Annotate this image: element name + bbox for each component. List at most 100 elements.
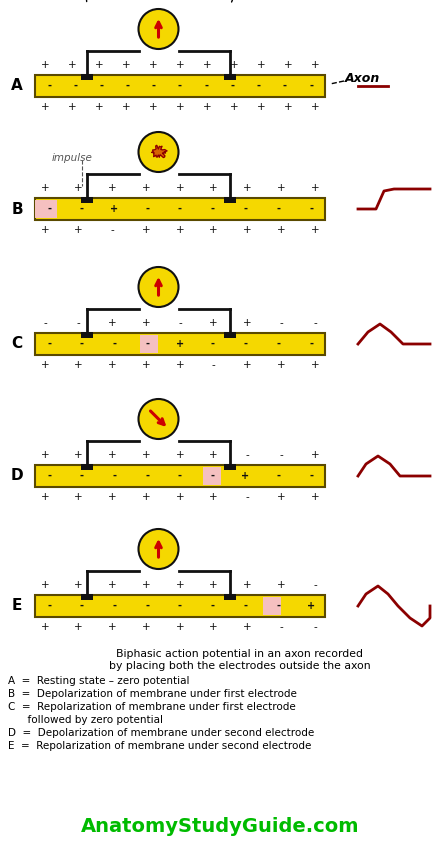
Text: -: - xyxy=(211,204,215,214)
Text: -: - xyxy=(113,339,117,349)
Text: -: - xyxy=(212,360,216,370)
Text: +: + xyxy=(149,102,158,112)
Text: +: + xyxy=(142,622,150,632)
Text: +: + xyxy=(74,580,83,590)
Text: +: + xyxy=(40,492,49,502)
Text: +: + xyxy=(95,60,103,70)
Text: +: + xyxy=(40,622,49,632)
Bar xyxy=(263,597,281,615)
Text: +: + xyxy=(242,471,249,481)
Text: AnatomyStudyGuide.com: AnatomyStudyGuide.com xyxy=(81,817,359,836)
Text: -: - xyxy=(279,318,283,328)
Text: +: + xyxy=(243,622,252,632)
Text: +: + xyxy=(176,360,184,370)
Text: +: + xyxy=(243,225,252,235)
Text: -: - xyxy=(178,81,182,91)
Text: -: - xyxy=(243,204,247,214)
Text: -: - xyxy=(113,471,117,481)
Text: -: - xyxy=(313,622,317,632)
Text: E: E xyxy=(12,598,22,614)
Text: +: + xyxy=(176,102,184,112)
Text: -: - xyxy=(178,204,182,214)
Text: +: + xyxy=(110,204,118,214)
Text: +: + xyxy=(142,492,150,502)
Text: +: + xyxy=(74,225,83,235)
Text: +: + xyxy=(230,60,238,70)
Text: +: + xyxy=(243,183,252,193)
Text: +: + xyxy=(311,450,319,460)
Text: +: + xyxy=(311,60,319,70)
Bar xyxy=(81,594,93,600)
Text: +: + xyxy=(203,102,211,112)
Text: +: + xyxy=(74,360,83,370)
Text: -: - xyxy=(246,492,249,502)
Text: -: - xyxy=(145,471,149,481)
Text: -: - xyxy=(313,580,317,590)
Bar xyxy=(35,333,325,355)
Text: -: - xyxy=(211,471,215,481)
Text: +: + xyxy=(209,492,218,502)
Text: +: + xyxy=(108,622,117,632)
Text: -: - xyxy=(110,225,114,235)
Circle shape xyxy=(139,529,179,569)
Text: D  =  Depolarization of membrane under second electrode: D = Depolarization of membrane under sec… xyxy=(8,728,314,738)
Bar xyxy=(35,198,325,220)
Text: -: - xyxy=(178,471,182,481)
Text: +: + xyxy=(40,360,49,370)
Text: +: + xyxy=(176,225,184,235)
Text: -: - xyxy=(47,471,51,481)
Text: D: D xyxy=(11,468,23,484)
Text: +: + xyxy=(277,225,286,235)
Text: +: + xyxy=(209,450,218,460)
Text: +: + xyxy=(142,225,150,235)
Circle shape xyxy=(139,399,179,439)
Text: impulse: impulse xyxy=(51,153,92,163)
Text: -: - xyxy=(204,81,208,91)
Text: -: - xyxy=(243,339,247,349)
Text: +: + xyxy=(40,450,49,460)
Bar xyxy=(224,594,236,600)
Text: B  =  Depolarization of membrane under first electrode: B = Depolarization of membrane under fir… xyxy=(8,689,297,699)
Text: followed by zero potential: followed by zero potential xyxy=(8,715,163,725)
Text: -: - xyxy=(276,471,280,481)
Text: -: - xyxy=(231,81,235,91)
Text: +: + xyxy=(40,60,49,70)
Text: -: - xyxy=(276,601,280,611)
Text: +: + xyxy=(108,450,117,460)
Text: -: - xyxy=(246,450,249,460)
Text: +: + xyxy=(74,492,83,502)
Text: +: + xyxy=(203,60,211,70)
Text: +: + xyxy=(68,102,76,112)
Text: C: C xyxy=(11,337,22,351)
Text: -: - xyxy=(145,339,149,349)
Text: +: + xyxy=(209,318,218,328)
Text: +: + xyxy=(142,580,150,590)
Text: +: + xyxy=(108,580,117,590)
Text: -: - xyxy=(145,204,149,214)
Text: -: - xyxy=(43,318,47,328)
Text: +: + xyxy=(284,60,292,70)
Text: -: - xyxy=(211,601,215,611)
Text: -: - xyxy=(309,81,313,91)
Text: +: + xyxy=(243,360,252,370)
Text: +: + xyxy=(277,580,286,590)
Text: -: - xyxy=(125,81,130,91)
Text: +: + xyxy=(176,339,184,349)
Text: -: - xyxy=(243,601,247,611)
Text: -: - xyxy=(283,81,287,91)
Bar xyxy=(35,465,325,487)
Text: -: - xyxy=(80,601,84,611)
Text: -: - xyxy=(279,622,283,632)
Text: +: + xyxy=(307,601,315,611)
Text: +: + xyxy=(40,225,49,235)
Text: -: - xyxy=(47,81,51,91)
Text: +: + xyxy=(311,360,319,370)
Circle shape xyxy=(139,132,179,172)
Text: +: + xyxy=(311,492,319,502)
Text: -: - xyxy=(309,471,313,481)
Text: -: - xyxy=(47,601,51,611)
Text: +: + xyxy=(95,102,103,112)
Text: -: - xyxy=(145,601,149,611)
Text: -: - xyxy=(99,81,103,91)
Text: +: + xyxy=(176,580,184,590)
